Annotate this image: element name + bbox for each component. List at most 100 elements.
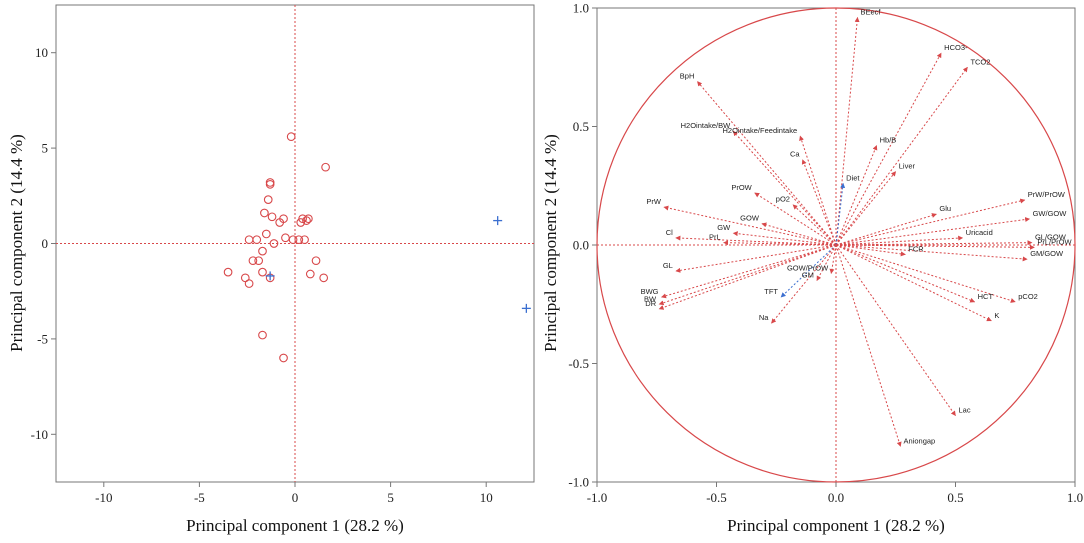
loading-vector-label: K	[994, 311, 999, 320]
loading-vector	[835, 244, 1028, 262]
loading-plot-x-axis-title: Principal component 1 (28.2 %)	[727, 516, 945, 535]
loading-vector-label: Cl	[666, 228, 673, 237]
loading-vector	[801, 159, 837, 246]
loading-vector-label: Na	[759, 313, 769, 322]
score-outlier-point	[493, 216, 503, 226]
loading-y-tick-label: 1.0	[573, 1, 589, 16]
loading-x-tick-label: 0.0	[828, 490, 844, 505]
loading-vector	[835, 244, 956, 417]
loading-vector	[771, 244, 837, 324]
loading-vector-labels: BEecf HCO3-TCO2 BpH H2Ointake/BWH2Ointake/F…	[641, 7, 1073, 445]
loading-vector	[835, 217, 1031, 246]
loading-y-tick-label: 0.0	[573, 238, 589, 253]
score-point	[244, 279, 254, 288]
loading-vector	[780, 244, 837, 298]
loading-vector-label: HCO3-	[944, 43, 968, 52]
loading-vector-label: Uricacid	[966, 228, 993, 237]
loading-vector-label: BWG	[641, 287, 659, 296]
loading-vector-label: pO2	[776, 195, 790, 204]
loading-vector-label: pCO2	[1018, 292, 1038, 301]
score-y-tick-label: -10	[31, 427, 48, 442]
score-point	[223, 267, 233, 277]
score-x-tick-label: -5	[194, 490, 205, 505]
score-point	[305, 269, 315, 279]
score-point	[288, 235, 298, 245]
loading-plot-panel: BEecf HCO3-TCO2 BpH H2Ointake/BWH2Ointake/F…	[541, 1, 1083, 536]
score-point	[254, 256, 264, 266]
score-plot-y-ticks: -10 -5 0 5 10	[31, 45, 56, 442]
loading-x-tick-label: -1.0	[587, 490, 608, 505]
loading-vector-label: GM	[802, 271, 814, 280]
score-point	[296, 218, 306, 227]
score-plot-y-axis-title: Principal component 2 (14.4 %)	[7, 134, 26, 352]
loading-vector-label: FCR	[908, 244, 924, 253]
loading-vector	[835, 244, 992, 322]
score-point	[267, 212, 277, 222]
loading-vector-label: TCO2	[970, 57, 990, 66]
score-plot-points	[223, 132, 531, 363]
loading-vector	[663, 205, 837, 246]
score-point	[279, 353, 288, 363]
score-plot-x-axis-title: Principal component 1 (28.2 %)	[186, 516, 404, 535]
score-y-tick-label: -5	[37, 331, 48, 346]
loading-vector	[835, 235, 964, 246]
score-outlier-point	[521, 303, 531, 313]
score-plot-zero-lines	[56, 5, 534, 482]
loading-vector-label: DR	[645, 299, 656, 308]
score-point	[261, 229, 271, 239]
loading-vector-label: PrW/PrOW	[1028, 190, 1066, 199]
loading-vector	[835, 213, 937, 246]
score-point	[294, 235, 304, 245]
loading-vector	[835, 171, 897, 246]
loading-x-tick-label: 1.0	[1067, 490, 1083, 505]
loading-plot-x-ticks: -1.0 -0.5 0.0 0.5 1.0	[587, 482, 1083, 505]
score-point	[244, 235, 254, 245]
score-point	[286, 132, 296, 142]
loading-y-tick-label: 0.5	[573, 119, 589, 134]
loading-vector-label: Lac	[959, 406, 971, 415]
loading-vector	[732, 130, 837, 246]
loading-vector-label: Glu	[939, 204, 951, 213]
score-point	[260, 208, 269, 218]
loading-vector-label: Aniongap	[904, 436, 936, 445]
loading-vector-label: HCT	[978, 292, 994, 301]
loading-vector-label: PrL	[709, 233, 721, 242]
loading-y-tick-label: -0.5	[568, 356, 589, 371]
loading-vector	[835, 244, 976, 303]
score-point	[263, 195, 273, 204]
score-y-tick-label: 10	[35, 45, 48, 60]
score-point	[321, 162, 330, 172]
score-outlier-point	[265, 271, 275, 281]
loading-vector	[816, 244, 837, 281]
loading-vector-label: PrW	[646, 197, 662, 206]
loading-vector	[835, 144, 878, 246]
loading-x-tick-label: 0.5	[947, 490, 963, 505]
loading-plot-y-axis-title: Principal component 2 (14.4 %)	[541, 134, 560, 352]
loading-vector	[835, 66, 968, 246]
loading-vector	[675, 244, 837, 273]
loading-vector	[835, 244, 1035, 250]
loading-vector	[835, 198, 1026, 246]
score-point	[304, 214, 313, 224]
loading-vector-label: BW	[644, 294, 657, 303]
loading-x-tick-label: -0.5	[706, 490, 727, 505]
loading-vector-label: BEecf	[861, 7, 882, 16]
score-x-tick-label: 10	[480, 490, 493, 505]
loading-vector	[732, 231, 837, 246]
loading-vector	[754, 192, 837, 246]
loading-vector-label: GM/GOW	[1030, 249, 1064, 258]
score-point	[252, 235, 262, 245]
score-point	[302, 216, 311, 225]
loading-vector	[761, 222, 837, 246]
score-y-tick-label: 0	[42, 236, 49, 251]
loading-vector-label: GOW/PrOW	[787, 263, 829, 272]
score-point	[258, 246, 267, 256]
loading-plot-y-ticks: 1.0 0.5 0.0 -0.5 -1.0	[568, 1, 597, 490]
loading-vector	[658, 244, 837, 310]
loading-vector	[696, 81, 837, 246]
loading-vector-label: GW/GOW	[1033, 209, 1068, 218]
loading-vector-label: Liver	[899, 162, 916, 171]
score-x-tick-label: 0	[292, 490, 299, 505]
